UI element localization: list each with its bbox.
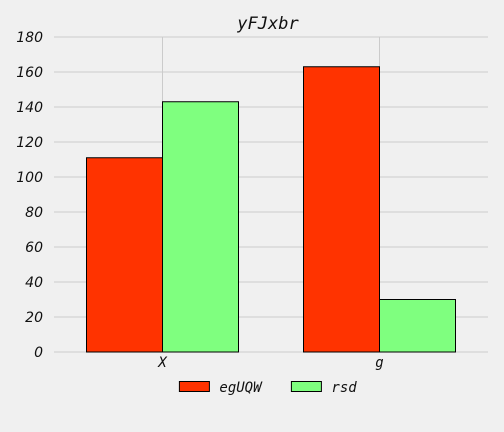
x-tick-label: X	[157, 355, 168, 371]
y-tick-label: 160	[16, 65, 43, 81]
y-tick-label: 100	[16, 170, 43, 186]
chart-title: yFJxbr	[236, 14, 299, 34]
legend-label-rsd: rsd	[331, 380, 357, 396]
bars	[86, 66, 456, 353]
x-tick-label: g	[375, 355, 383, 371]
y-tick-label: 0	[34, 345, 43, 361]
bar-egUQW-g	[303, 66, 380, 353]
legend-label-egUQW: egUQW	[219, 380, 263, 396]
bar-egUQW-X	[86, 157, 163, 353]
y-tick-label: 60	[25, 240, 43, 256]
y-tick-label: 140	[16, 100, 43, 116]
y-tick-label: 120	[16, 135, 43, 151]
bar-rsd-g	[379, 299, 456, 353]
legend-swatch-rsd	[290, 381, 322, 392]
legend: egUQW rsd	[178, 380, 357, 396]
y-axis-ticks: 0 20 40 60 80 100 120 140 160 180	[16, 30, 43, 361]
bar-rsd-X	[162, 101, 239, 353]
y-tick-label: 40	[25, 275, 43, 291]
y-tick-label: 180	[16, 30, 43, 46]
y-tick-label: 20	[25, 310, 43, 326]
legend-swatch-egUQW	[178, 381, 210, 392]
y-tick-label: 80	[25, 205, 43, 221]
